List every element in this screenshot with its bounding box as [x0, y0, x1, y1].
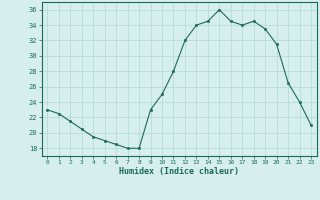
X-axis label: Humidex (Indice chaleur): Humidex (Indice chaleur) [119, 167, 239, 176]
